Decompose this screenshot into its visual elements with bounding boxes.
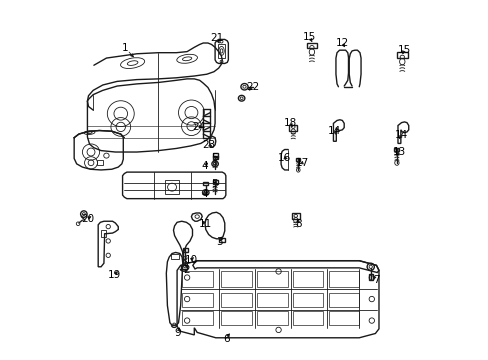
Bar: [368, 274, 372, 280]
Text: 2: 2: [183, 265, 189, 275]
Text: 17: 17: [295, 158, 308, 168]
Bar: [182, 271, 212, 287]
Bar: [328, 271, 359, 287]
Bar: [203, 182, 208, 185]
Text: 5: 5: [210, 153, 217, 163]
Bar: [292, 271, 323, 287]
Text: 20: 20: [81, 214, 94, 224]
Bar: [212, 180, 217, 184]
Bar: [292, 311, 323, 325]
Bar: [219, 238, 224, 242]
Text: 13: 13: [392, 147, 405, 157]
Bar: [180, 265, 187, 269]
Text: 9: 9: [175, 328, 181, 338]
Bar: [291, 213, 299, 219]
Text: 23: 23: [203, 140, 216, 150]
Text: 8: 8: [294, 219, 301, 229]
Bar: [97, 160, 103, 165]
Bar: [296, 158, 300, 161]
Text: 14: 14: [394, 130, 407, 140]
Text: 4: 4: [202, 189, 208, 199]
Bar: [306, 42, 317, 48]
Text: 14: 14: [327, 126, 341, 135]
Bar: [217, 44, 225, 58]
Bar: [183, 248, 187, 252]
Text: 15: 15: [303, 32, 316, 42]
Text: 21: 21: [209, 33, 223, 43]
Bar: [257, 293, 287, 307]
Text: 24: 24: [192, 122, 205, 132]
Bar: [257, 311, 287, 325]
Text: 7: 7: [372, 275, 379, 285]
Bar: [171, 253, 179, 259]
Bar: [328, 293, 359, 307]
Bar: [221, 293, 251, 307]
Text: 16: 16: [278, 153, 291, 163]
Text: 5: 5: [210, 179, 217, 189]
Bar: [164, 180, 179, 194]
Bar: [101, 230, 106, 237]
Bar: [292, 293, 323, 307]
Bar: [257, 271, 287, 287]
Text: 11: 11: [198, 219, 211, 229]
Text: 19: 19: [108, 270, 121, 280]
Bar: [182, 311, 212, 325]
Text: 6: 6: [223, 333, 229, 343]
Bar: [289, 125, 297, 131]
Text: 4: 4: [202, 161, 208, 171]
Text: 1: 1: [122, 43, 128, 53]
Bar: [328, 311, 359, 325]
Bar: [221, 271, 251, 287]
Bar: [182, 293, 212, 307]
Text: 12: 12: [335, 38, 348, 48]
Bar: [394, 148, 399, 151]
Bar: [221, 311, 251, 325]
Text: 18: 18: [283, 118, 296, 128]
Text: 3: 3: [216, 237, 222, 247]
Text: 22: 22: [245, 82, 259, 93]
Text: 15: 15: [397, 45, 410, 55]
Bar: [212, 156, 217, 159]
Text: 10: 10: [184, 255, 198, 265]
Bar: [212, 153, 217, 157]
Bar: [396, 52, 407, 58]
